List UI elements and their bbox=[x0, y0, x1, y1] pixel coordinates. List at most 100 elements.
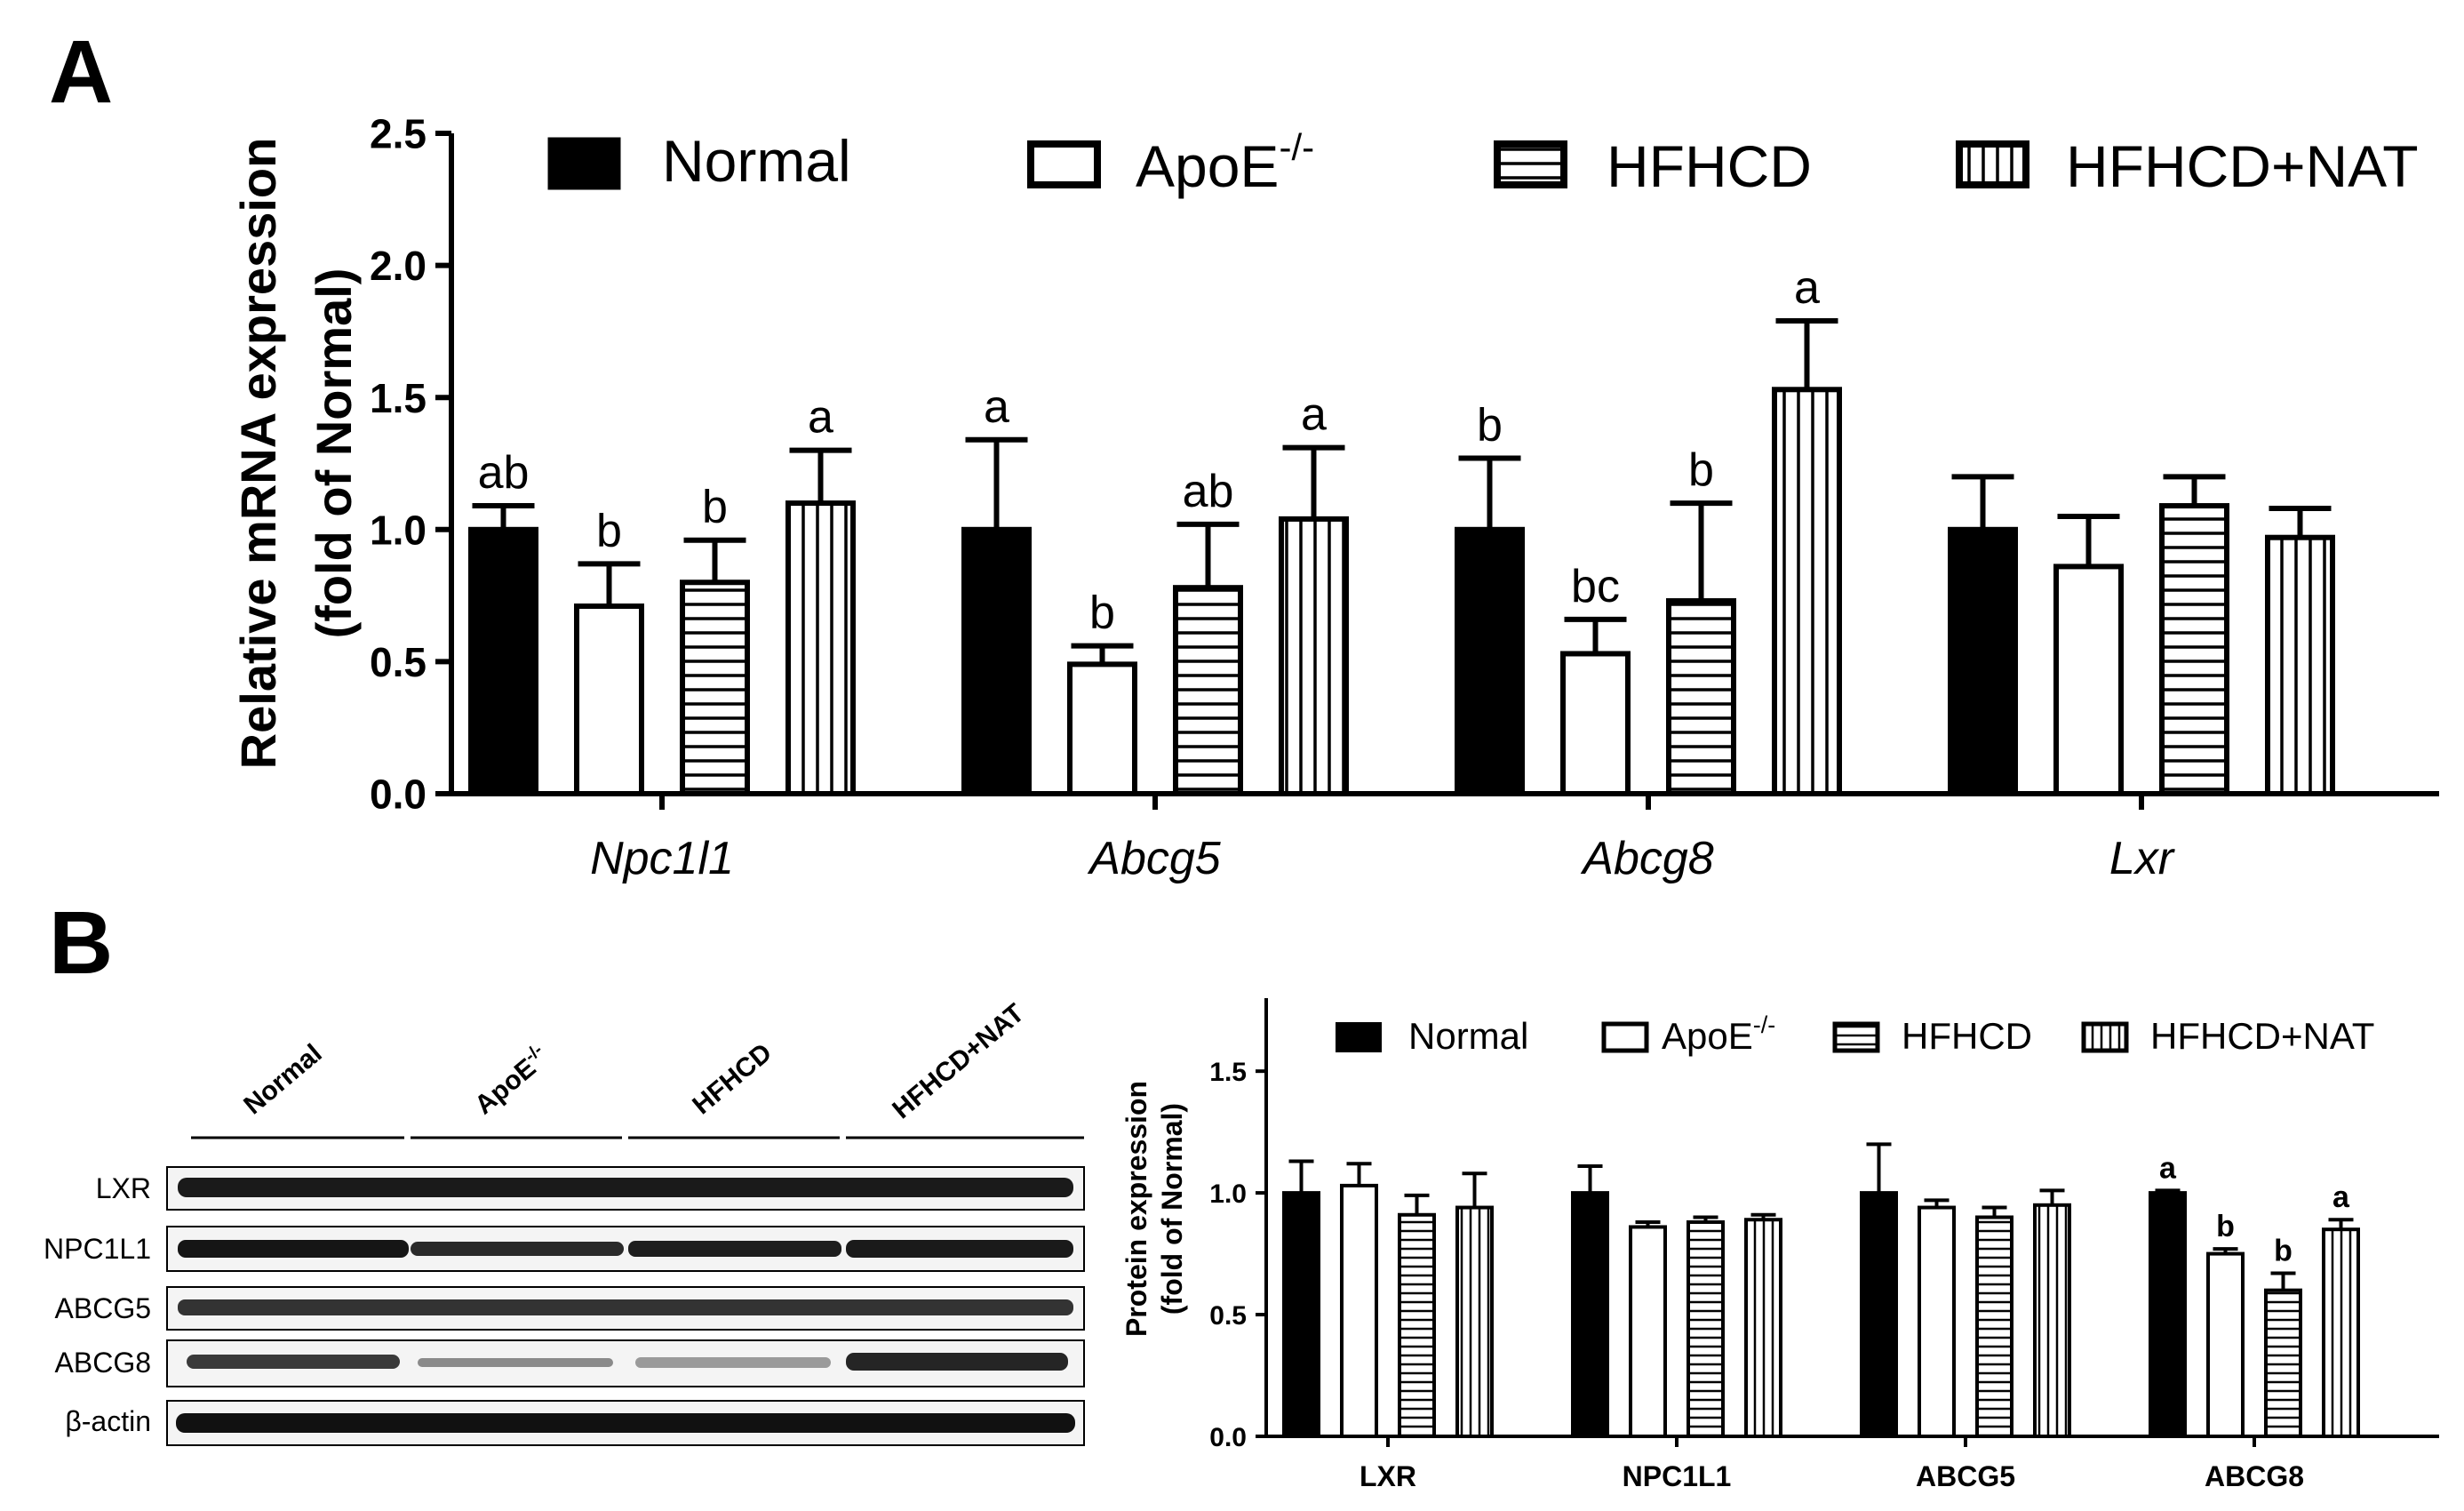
chart-a-ytick-label: 2.0 bbox=[370, 243, 427, 289]
legend-a-label-hfhcd: HFHCD bbox=[1607, 133, 1812, 199]
blot-band-npc1l1-normal bbox=[178, 1240, 409, 1258]
blot-band-beta-actin bbox=[176, 1413, 1075, 1433]
legend-b-label-hfhcd: HFHCD bbox=[1902, 1015, 2032, 1057]
blot-band-npc1l1-hfhcd bbox=[628, 1241, 841, 1257]
chart-b-bar-lxr-normal bbox=[1282, 1191, 1320, 1438]
chart-b-category-label-lxr: LXR bbox=[1360, 1460, 1416, 1492]
blot-row-label-abcg5: ABCG5 bbox=[55, 1292, 151, 1324]
blot-band-abcg8-hfhcd bbox=[635, 1357, 831, 1368]
blot-strip-abcg8 bbox=[166, 1339, 1085, 1387]
chart-b-bar-abcg5-hfhcd-nat bbox=[2033, 1203, 2071, 1438]
chart-b-legend: Normal ApoE-/- HFHCD HFHCD+NAT bbox=[1336, 1011, 2374, 1057]
legend-a-label-hfhcd-nat: HFHCD+NAT bbox=[2066, 133, 2419, 199]
panel-a-label: A bbox=[49, 22, 113, 122]
chart-a-bar-npc1l1-hfhcd-nat bbox=[785, 500, 856, 797]
legend-b-label-normal: Normal bbox=[1408, 1015, 1528, 1057]
chart-b: 0.0 0.5 1.0 1.5 LXR NPC1L1 ABCG5 a b b a ABCG8 bbox=[1209, 998, 2439, 1492]
chart-b-bar-abcg5-normal bbox=[1860, 1191, 1898, 1438]
chart-a-sig-label: b bbox=[1089, 588, 1115, 639]
chart-b-ylabel-line1: Protein expression bbox=[1120, 1081, 1152, 1337]
chart-a-sig-label: a bbox=[808, 392, 833, 444]
legend-b-swatch-hfhcd bbox=[1832, 1021, 1880, 1053]
legend-a-swatch-hfhcd bbox=[1494, 140, 1567, 188]
blot-strip-lxr bbox=[166, 1166, 1085, 1211]
legend-a-swatch-apoe bbox=[1027, 140, 1101, 188]
blot-row-label-abcg8: ABCG8 bbox=[55, 1347, 151, 1379]
legend-b-apoe-base: ApoE bbox=[1662, 1015, 1753, 1057]
chart-a-bar-abcg5-hfhcd-nat bbox=[1279, 516, 1349, 796]
legend-b-label-hfhcd-nat: HFHCD+NAT bbox=[2150, 1015, 2374, 1057]
chart-a-bar-lxr-apoe bbox=[2053, 564, 2124, 797]
chart-b-bar-npc1l1-hfhcd bbox=[1687, 1219, 1725, 1438]
chart-b-sig-label: a bbox=[2332, 1180, 2350, 1214]
chart-b-ylabel-line2: (fold of Normal) bbox=[1156, 1103, 1188, 1315]
blot-band-npc1l1-hfhcd-nat bbox=[846, 1240, 1073, 1258]
blot-band-abcg8-normal bbox=[187, 1355, 400, 1369]
blot-band-npc1l1-apoe bbox=[411, 1242, 624, 1256]
chart-b-category-label-abcg5: ABCG5 bbox=[1916, 1460, 2015, 1492]
chart-a-sig-label: b bbox=[1477, 400, 1503, 452]
blot-group-label-hfhcd-nat: HFHCD+NAT bbox=[887, 998, 1030, 1124]
chart-a-bar-lxr-normal bbox=[1948, 526, 2018, 796]
blot-group-label-normal: Normal bbox=[238, 1039, 327, 1121]
chart-b-bar-npc1l1-normal bbox=[1571, 1191, 1609, 1438]
chart-a-bar-lxr-hfhcd bbox=[2159, 503, 2229, 796]
chart-a-legend: Normal ApoE-/- HFHCD HFHCD+NAT bbox=[547, 126, 2419, 199]
chart-b-sig-label: b bbox=[2216, 1210, 2235, 1243]
blot-group-labels: Normal ApoE-/- HFHCD HFHCD+NAT bbox=[238, 998, 1030, 1124]
chart-a-bar-npc1l1-hfhcd bbox=[680, 580, 750, 796]
legend-a-apoe-sup: -/- bbox=[1279, 126, 1314, 168]
blot-row-label-npc1l1: NPC1L1 bbox=[44, 1233, 151, 1265]
blot-band-abcg5 bbox=[178, 1299, 1073, 1315]
chart-b-ytick-label: 0.5 bbox=[1209, 1301, 1247, 1331]
chart-a-sig-label: a bbox=[984, 381, 1009, 433]
chart-b-ytick-label: 0.0 bbox=[1209, 1423, 1247, 1452]
chart-a-bar-abcg8-hfhcd bbox=[1666, 598, 1736, 796]
chart-a-sig-label: b bbox=[1688, 444, 1714, 496]
chart-a-bar-abcg5-normal bbox=[961, 526, 1032, 796]
chart-a-bar-abcg8-hfhcd-nat bbox=[1772, 387, 1842, 796]
chart-a-bar-lxr-hfhcd-nat bbox=[2265, 534, 2335, 796]
chart-a-bar-abcg8-normal bbox=[1455, 526, 1525, 796]
legend-b-swatch-apoe bbox=[1601, 1021, 1649, 1053]
blot-band-abcg8-hfhcd-nat bbox=[846, 1353, 1068, 1371]
chart-b-bar-abcg5-apoe bbox=[1918, 1205, 1956, 1438]
chart-a-ytick-label: 0.0 bbox=[370, 771, 427, 818]
blot-row-label-beta-actin: β-actin bbox=[65, 1405, 151, 1437]
chart-b-bar-abcg8-apoe bbox=[2206, 1251, 2245, 1439]
blot-group-label-hfhcd: HFHCD bbox=[687, 1038, 777, 1121]
chart-b-category-label-npc1l1: NPC1L1 bbox=[1623, 1460, 1732, 1492]
chart-a-bar-npc1l1-apoe bbox=[574, 603, 644, 796]
blot-strip-npc1l1 bbox=[166, 1226, 1085, 1272]
legend-b-swatch-hfhcd-nat bbox=[2081, 1021, 2129, 1053]
chart-a-sig-label: ab bbox=[478, 447, 530, 499]
blot-band-abcg8-apoe bbox=[418, 1358, 613, 1367]
blot-strip-abcg5 bbox=[166, 1286, 1085, 1331]
chart-b-category-label-abcg8: ABCG8 bbox=[2205, 1460, 2304, 1492]
chart-b-sig-label: b bbox=[2274, 1234, 2293, 1267]
legend-a-label-apoe: ApoE-/- bbox=[1136, 126, 1314, 199]
legend-b-swatch-normal bbox=[1336, 1022, 1382, 1052]
chart-b-bar-lxr-hfhcd-nat bbox=[1455, 1205, 1494, 1438]
chart-a-category-label-abcg8: Abcg8 bbox=[1580, 833, 1714, 884]
chart-a-ytick-label: 1.0 bbox=[370, 507, 427, 553]
chart-a-sig-label: a bbox=[1301, 389, 1327, 441]
blot-group-label-apoe: ApoE-/- bbox=[467, 1040, 554, 1120]
panel-b-label: B bbox=[49, 893, 113, 993]
chart-b-bar-abcg8-normal bbox=[2149, 1191, 2187, 1438]
chart-b-bar-lxr-hfhcd bbox=[1398, 1212, 1436, 1438]
chart-b-ytick-label: 1.5 bbox=[1209, 1058, 1247, 1087]
legend-a-apoe-base: ApoE bbox=[1136, 133, 1279, 199]
blot-row-labels: LXR NPC1L1 ABCG5 ABCG8 β-actin bbox=[44, 1172, 151, 1437]
chart-a-bar-abcg5-apoe bbox=[1067, 661, 1137, 797]
chart-b-bar-abcg8-hfhcd-nat bbox=[2322, 1227, 2360, 1439]
chart-a-category-label-abcg5: Abcg5 bbox=[1087, 833, 1222, 884]
chart-a-category-label-npc1l1: Npc1l1 bbox=[590, 833, 734, 884]
chart-b-bar-npc1l1-hfhcd-nat bbox=[1744, 1218, 1782, 1438]
chart-a-ylabel-line2: (fold of Normal) bbox=[306, 268, 362, 639]
chart-a-ytick-label: 1.5 bbox=[370, 375, 427, 421]
legend-a-swatch-hfhcd-nat bbox=[1956, 140, 2029, 188]
blot-strip-beta-actin bbox=[166, 1400, 1085, 1446]
